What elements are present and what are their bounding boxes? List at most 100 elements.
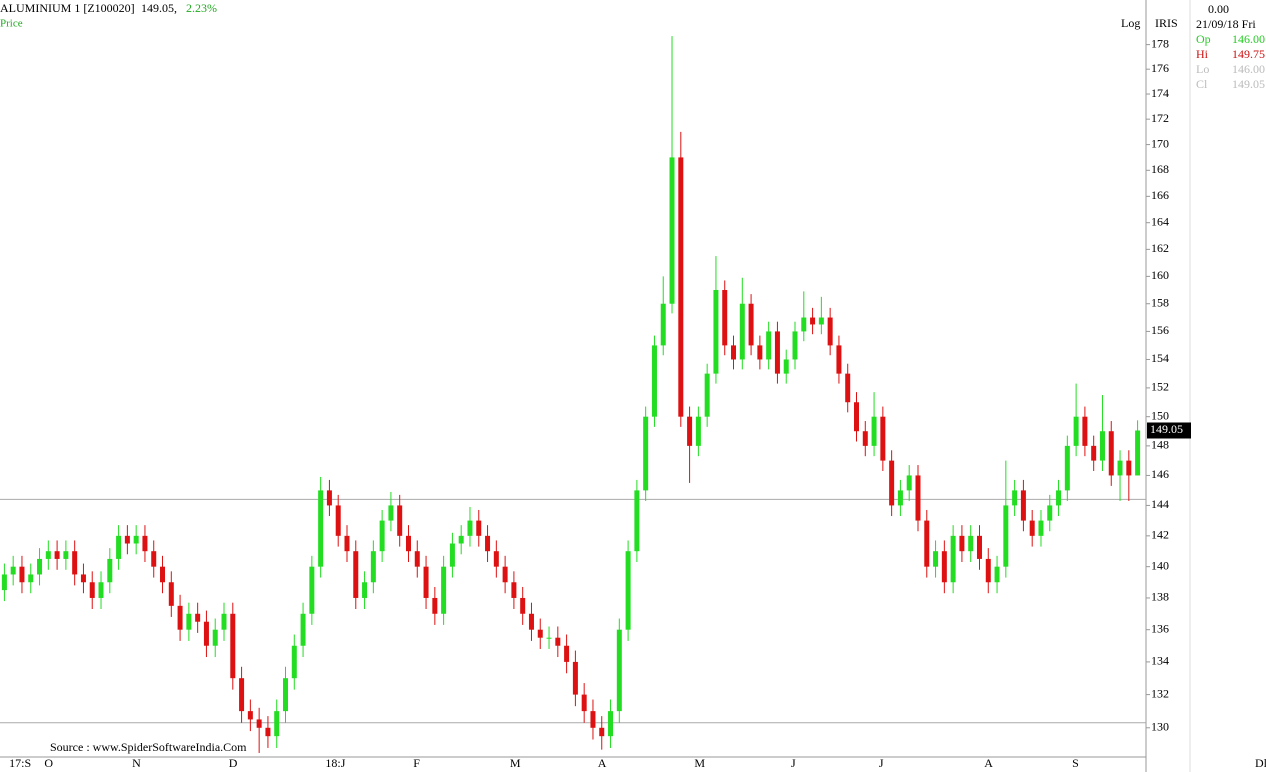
candle-body	[274, 711, 280, 737]
panel-row-value: 146.00	[1232, 32, 1265, 46]
candle-body	[1029, 520, 1035, 536]
candle-body	[1003, 505, 1009, 567]
panel-row-label: Hi	[1196, 47, 1209, 61]
panel-row-label: Op	[1196, 32, 1211, 46]
candle-body	[906, 475, 912, 491]
candle-body	[634, 490, 640, 552]
candle-body	[151, 551, 157, 567]
candle-body	[616, 629, 622, 712]
y-tick-label: 154	[1151, 351, 1169, 365]
candle-body	[1012, 490, 1018, 506]
x-tick-label: J	[879, 756, 884, 770]
candle-body	[854, 402, 859, 432]
change: 2.23%	[186, 1, 217, 15]
y-tick-label: 174	[1151, 86, 1169, 100]
y-tick-label: 158	[1151, 295, 1169, 309]
candle-body	[186, 613, 192, 630]
candle-body	[924, 520, 930, 567]
candle-body	[757, 345, 763, 360]
period: Dly	[1255, 756, 1266, 770]
candle-body	[397, 505, 403, 536]
candle-body	[1108, 431, 1114, 476]
candle-body	[678, 157, 684, 417]
candle-body	[239, 678, 245, 712]
candle-body	[318, 490, 324, 567]
candle-body	[1091, 445, 1097, 461]
y-tick-label: 132	[1151, 686, 1169, 700]
candle-body	[528, 613, 534, 630]
candle-body	[766, 331, 772, 360]
candle-body	[1056, 490, 1062, 506]
candle-body	[1135, 430, 1141, 476]
candle-body	[493, 551, 499, 567]
candle-body	[10, 566, 16, 575]
candle-body	[133, 535, 139, 544]
x-tick-label: J	[791, 756, 796, 770]
candle-body	[950, 535, 956, 583]
x-tick-label: 18:J	[325, 756, 345, 770]
panel-row-label: Lo	[1196, 62, 1209, 76]
candle-body	[309, 566, 315, 614]
candle-body	[572, 661, 578, 695]
series-label: Price	[0, 18, 23, 30]
candle-body	[748, 303, 754, 346]
candle-body	[933, 551, 939, 567]
x-tick-label: D	[229, 756, 238, 770]
candle-body	[783, 359, 789, 374]
y-tick-label: 162	[1151, 241, 1169, 255]
candle-body	[344, 535, 350, 552]
candle-body	[54, 551, 60, 559]
candle-body	[247, 711, 253, 720]
y-tick-label: 140	[1151, 558, 1169, 572]
candle-body	[801, 317, 807, 332]
candle-body	[124, 535, 130, 544]
candle-body	[1082, 416, 1088, 446]
candle-body	[537, 629, 543, 638]
candle-body	[335, 505, 341, 536]
y-tick-label: 168	[1151, 162, 1169, 176]
y-tick-label: 178	[1151, 36, 1169, 50]
candle-body	[599, 727, 605, 737]
candle-body	[915, 475, 921, 521]
candle-body	[511, 582, 517, 598]
candle-body	[564, 645, 570, 662]
x-tick-label: O	[44, 756, 53, 770]
panel-name: IRIS	[1155, 16, 1178, 30]
last-price-label: 149.05	[1150, 422, 1183, 436]
y-tick-label: 172	[1151, 111, 1169, 125]
candle-body	[45, 551, 51, 559]
candle-body	[739, 303, 745, 360]
y-tick-label: 150	[1151, 408, 1169, 422]
candle-body	[1126, 460, 1132, 476]
candle-body	[221, 613, 227, 630]
candle-body	[116, 535, 122, 559]
x-tick-label: A	[598, 756, 607, 770]
candle-body	[1064, 445, 1070, 491]
candle-body	[651, 345, 657, 417]
y-tick-label: 176	[1151, 61, 1169, 75]
candle-body	[1073, 416, 1079, 446]
candle-body	[669, 157, 675, 304]
y-tick-label: 130	[1151, 720, 1169, 734]
candle-body	[546, 637, 552, 639]
candle-body	[713, 290, 719, 374]
candle-body	[80, 574, 86, 583]
candle-body	[792, 331, 798, 360]
candle-body	[142, 535, 148, 552]
candle-body	[370, 551, 376, 583]
x-tick-label: M	[694, 756, 705, 770]
y-tick-label: 134	[1151, 654, 1169, 668]
panel-row-value: 149.75	[1232, 47, 1265, 61]
candle-body	[880, 416, 886, 461]
candle-body	[818, 317, 824, 325]
candle-body	[862, 431, 868, 446]
candle-body	[836, 345, 842, 374]
candle-body	[1117, 460, 1123, 476]
y-tick-label: 156	[1151, 323, 1169, 337]
y-tick-label: 146	[1151, 467, 1169, 481]
panel-date: 21/09/18 Fri	[1196, 17, 1256, 31]
candle-body	[63, 551, 69, 559]
candle-body	[353, 551, 359, 598]
candle-body	[19, 566, 25, 583]
candle-body	[889, 460, 895, 506]
